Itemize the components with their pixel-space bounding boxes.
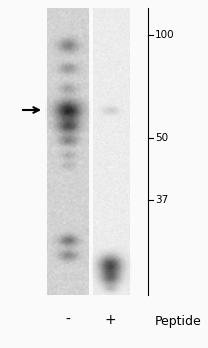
Text: Peptide: Peptide xyxy=(155,316,202,329)
Text: 100: 100 xyxy=(155,30,175,40)
Text: 37: 37 xyxy=(155,195,168,205)
Text: -: - xyxy=(66,313,71,327)
Text: +: + xyxy=(104,313,116,327)
Text: 50: 50 xyxy=(155,133,168,143)
